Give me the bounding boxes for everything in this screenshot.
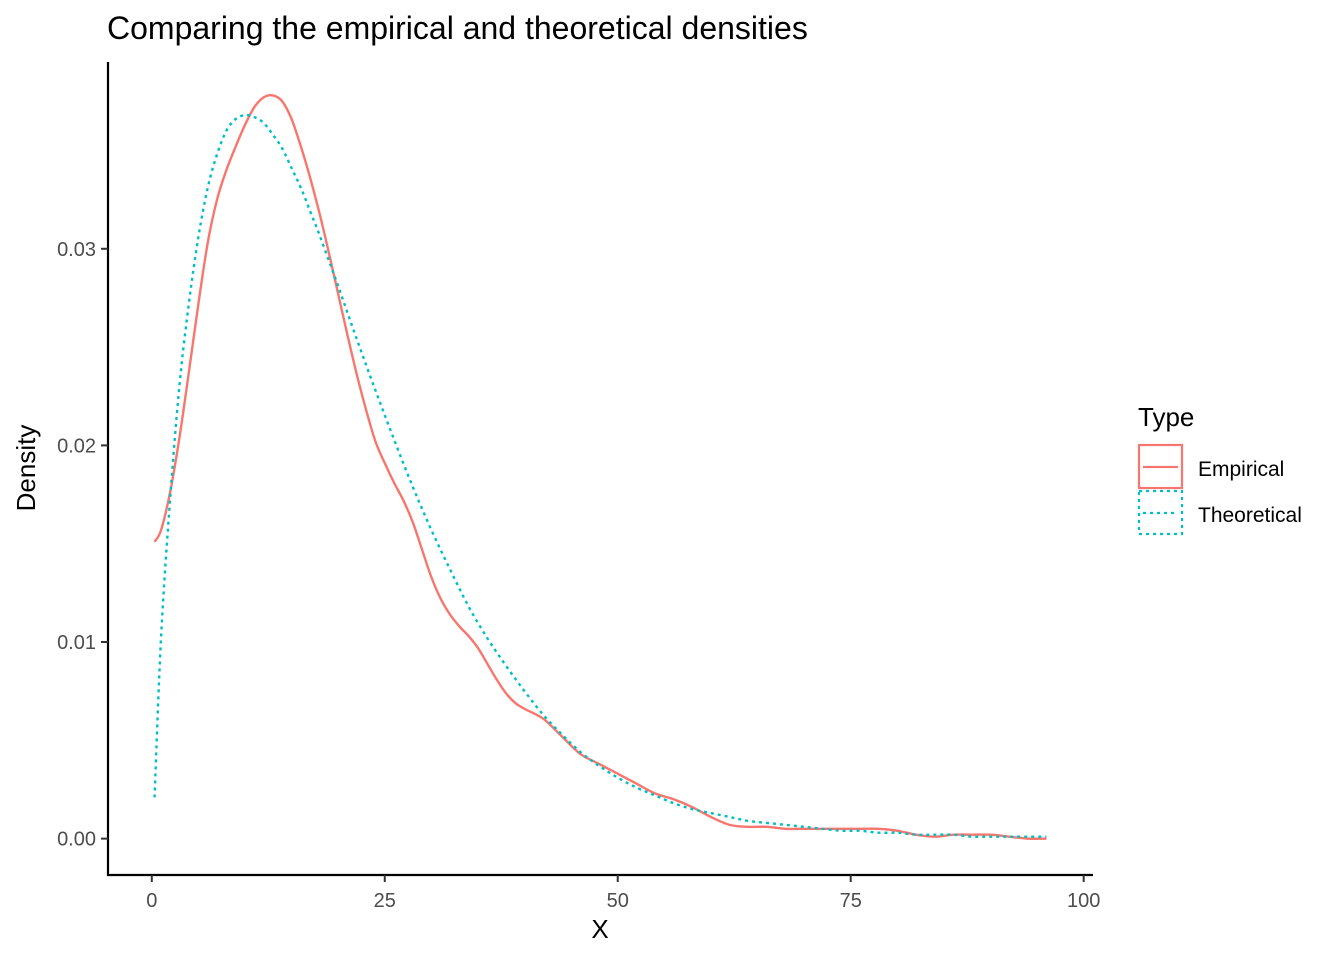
x-tick-label: 75 [840,890,862,912]
legend-label-empirical: Empirical [1198,458,1284,481]
chart-title: Comparing the empirical and theoretical … [107,10,808,46]
legend-key-theoretical [1137,489,1184,536]
legend-item-theoretical: Theoretical [1137,489,1302,536]
y-tick-label: 0.00 [57,829,96,851]
legend-label-theoretical: Theoretical [1198,504,1302,527]
legend-key-empirical [1137,443,1184,490]
y-axis-ticks: 0.00 0.01 0.02 0.03 [57,239,108,851]
x-tick-label: 0 [146,890,157,912]
plot-area [153,93,1047,840]
legend-item-empirical: Empirical [1137,443,1284,490]
legend: Type Empirical Theoretical [1137,402,1302,536]
legend-title: Type [1138,402,1194,432]
x-axis-title: X [591,914,608,944]
x-tick-label: 50 [607,890,629,912]
series-line-theoretical [153,113,1047,839]
y-tick-label: 0.03 [57,239,96,261]
series-line-empirical [153,93,1047,840]
x-tick-label: 100 [1067,890,1100,912]
y-tick-label: 0.01 [57,632,96,654]
y-tick-label: 0.02 [57,435,96,457]
x-axis-ticks: 0 25 50 75 100 [146,875,1100,912]
y-axis-title: Density [11,425,41,512]
x-tick-label: 25 [374,890,396,912]
